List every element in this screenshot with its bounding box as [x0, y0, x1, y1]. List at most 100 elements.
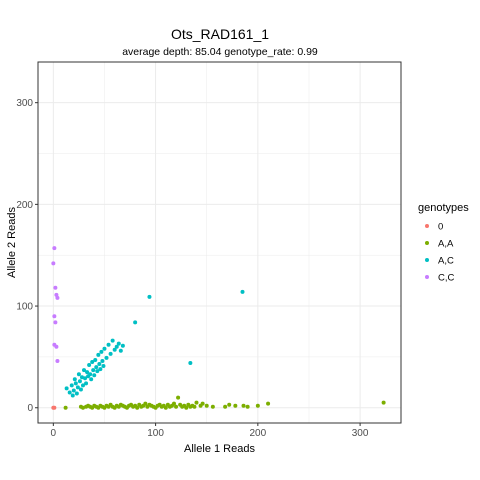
point-a-a: [200, 401, 205, 406]
point-a-a: [241, 403, 246, 408]
y-axis-ticks: 0 100 200 300: [16, 98, 38, 414]
point-a-c: [64, 386, 69, 391]
y-tick-label: 300: [16, 98, 33, 109]
point-a-c: [72, 377, 77, 382]
point-a-c: [78, 387, 83, 392]
point-a-c: [94, 365, 99, 370]
point-a-c: [76, 372, 81, 377]
point-a-c: [71, 388, 76, 393]
point-c-c: [53, 285, 58, 290]
point-a-c: [97, 362, 102, 367]
point-a-c: [73, 381, 78, 386]
grid-lines: [38, 62, 401, 423]
point-a-c: [112, 347, 117, 352]
legend: genotypes 0 A,A A,C C,C: [418, 202, 469, 284]
point-a-c: [91, 368, 96, 373]
x-axis-label: Allele 1 Reads: [184, 443, 255, 455]
point-c-c: [55, 295, 60, 300]
point-a-c: [67, 390, 72, 395]
point-a-c: [70, 393, 75, 398]
point-a-c: [74, 391, 79, 396]
chart-subtitle: average depth: 85.04 genotype_rate: 0.99: [122, 46, 318, 58]
point-a-a: [255, 403, 260, 408]
point-a-c: [116, 341, 121, 346]
point-a-c: [93, 357, 98, 362]
point-a-c: [120, 343, 125, 348]
legend-label-a-a: A,A: [438, 239, 454, 250]
point-a-c: [108, 351, 113, 356]
point-a-c: [92, 373, 97, 378]
point-a-a: [135, 405, 140, 410]
point-c-c: [54, 344, 59, 349]
legend-key-0: [425, 224, 429, 228]
point-a-c: [99, 349, 104, 354]
point-a-c: [75, 385, 80, 390]
point-a-c: [133, 320, 138, 325]
plot-panel: [37, 61, 402, 424]
point-a-c: [82, 368, 87, 373]
point-a-c: [147, 294, 152, 299]
legend-label-c-c: C,C: [438, 273, 455, 284]
point-a-c: [90, 359, 95, 364]
point-a-a: [63, 405, 68, 410]
point-a-c: [106, 342, 111, 347]
point-a-c: [69, 383, 74, 388]
point-a-a: [80, 405, 85, 410]
chart-title: Ots_RAD161_1: [171, 26, 269, 42]
data-points: [51, 246, 386, 410]
point-a-c: [83, 376, 88, 381]
x-tick-label: 0: [51, 428, 57, 439]
point-a-c: [100, 358, 105, 363]
point-a-a: [143, 401, 148, 406]
point-a-a: [176, 395, 181, 400]
point-a-c: [101, 364, 106, 369]
point-a-a: [174, 404, 179, 409]
legend-label-a-c: A,C: [438, 256, 454, 267]
y-tick-label: 100: [16, 302, 33, 313]
point-a-a: [171, 401, 176, 406]
legend-key-a-c: [425, 258, 429, 262]
point-a-c: [102, 346, 107, 351]
point-a-a: [163, 405, 168, 410]
point-a-c: [95, 369, 100, 374]
legend-title: genotypes: [418, 202, 469, 214]
legend-key-c-c: [425, 275, 429, 279]
point-c-c: [55, 358, 60, 363]
point-a-a: [223, 404, 228, 409]
point-a-c: [88, 372, 93, 377]
point-a-c: [110, 338, 115, 343]
point-a-c: [118, 348, 123, 353]
point-a-c: [84, 381, 89, 386]
point-a-a: [227, 402, 232, 407]
x-tick-label: 100: [147, 428, 164, 439]
x-tick-label: 300: [352, 428, 369, 439]
point-a-c: [79, 375, 84, 380]
y-axis-label: Allele 2 Reads: [6, 207, 18, 278]
point-a-a: [245, 404, 250, 409]
point-a-c: [240, 289, 245, 294]
point-c-c: [52, 314, 57, 319]
point-c-c: [54, 292, 59, 297]
point-a-a: [381, 400, 386, 405]
point-0: [52, 405, 57, 410]
point-a-a: [204, 403, 209, 408]
point-a-c: [80, 383, 85, 388]
point-a-a: [233, 403, 238, 408]
point-a-a: [210, 404, 215, 409]
y-tick-label: 200: [16, 200, 33, 211]
point-a-c: [85, 370, 90, 375]
point-c-c: [53, 320, 58, 325]
point-a-a: [194, 400, 199, 405]
point-a-c: [77, 379, 82, 384]
point-a-c: [104, 355, 109, 360]
point-a-a: [192, 404, 197, 409]
legend-key-a-a: [425, 241, 429, 245]
y-tick-label: 0: [27, 403, 33, 414]
point-c-c: [52, 246, 57, 251]
point-a-a: [184, 405, 189, 410]
point-a-c: [98, 367, 103, 372]
legend-label-0: 0: [438, 222, 443, 233]
point-a-a: [266, 401, 271, 406]
point-a-c: [96, 352, 101, 357]
point-a-c: [89, 377, 94, 382]
